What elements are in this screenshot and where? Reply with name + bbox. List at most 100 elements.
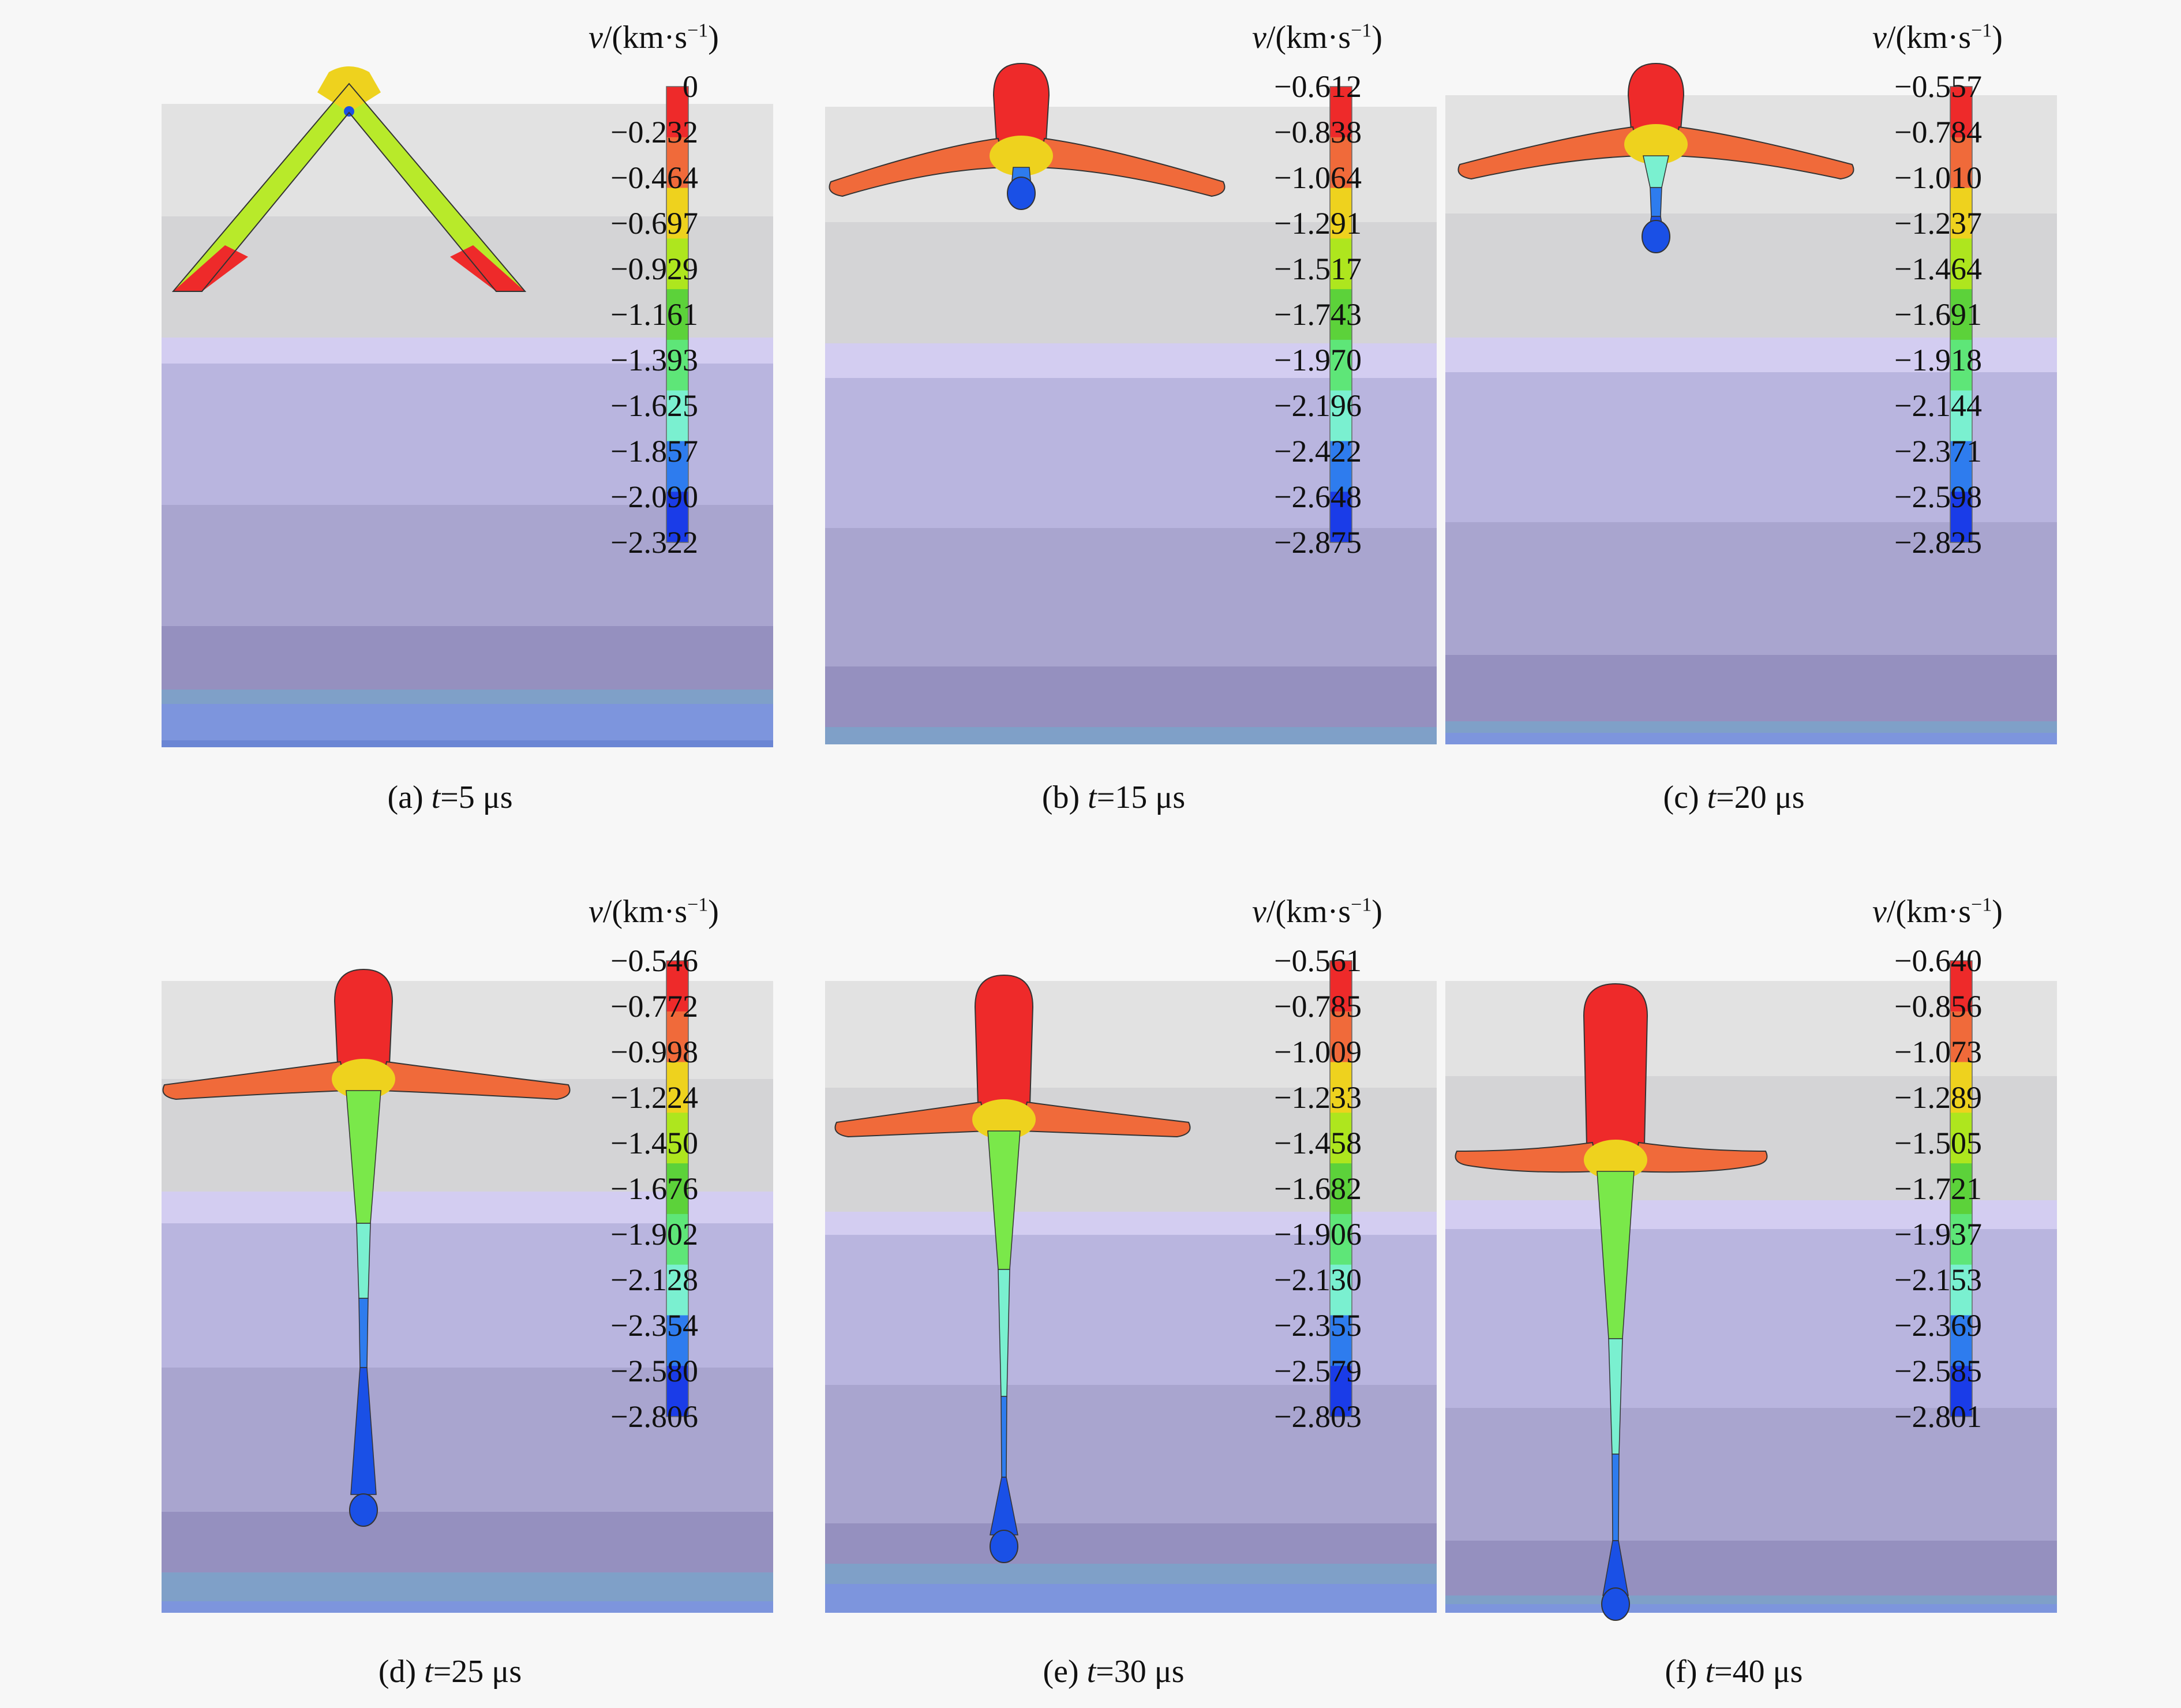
legend-tick-label: −1.902 [610,1217,698,1252]
legend-tick-label: −1.682 [1274,1171,1362,1206]
wing-left [829,137,1005,197]
jet-hub [1624,124,1688,164]
legend-bar-frame [666,86,689,543]
legend-color-swatch [666,339,688,391]
jet-hub [972,1099,1036,1140]
legend-tick-label: −2.130 [1274,1263,1362,1297]
wing-left [834,1101,988,1138]
legend-color-swatch [1950,339,1972,391]
legend-tick-label: −1.517 [1274,252,1362,286]
jet-tip [1642,220,1670,253]
legend-color-swatch [666,87,688,138]
jet-tip [349,1493,378,1527]
legend-color-swatch [1330,441,1352,492]
legend-bar-frame [1950,960,1973,1417]
legend-tick-label: −0.838 [1274,115,1362,149]
legend-bar-frame [1329,960,1352,1417]
jet-hub [332,1059,395,1099]
legend-bar-frame [1329,86,1352,543]
material-layer [162,626,773,690]
material-layer [1445,733,2057,744]
legend-tick-label: −1.918 [1894,343,1982,377]
legend-tick-label: −2.875 [1274,525,1362,560]
material-layer [162,1512,773,1572]
jet-hub [990,136,1053,176]
panel-caption: (a) t=5 μs [387,780,513,815]
material-layer [1445,1408,2057,1541]
legend-color-swatch [1950,87,1972,138]
legend-color-swatch [1330,961,1352,1012]
legend-title: v/(km·s−1) [1252,20,1382,55]
legend-tick-label: −2.153 [1894,1263,1982,1297]
liner-end-left [173,245,248,291]
simulation-svg [1445,923,2057,1621]
legend-color-swatch [1950,1062,1972,1113]
legend-color-swatch [1330,339,1352,391]
legend-color-swatch [666,289,688,340]
jet-tip [990,1530,1018,1563]
legend-tick-label: −1.161 [610,297,698,332]
legend-tick-label: −1.450 [610,1126,698,1160]
legend-tick-label: −1.009 [1274,1035,1362,1069]
legend-title: v/(km·s−1) [1252,894,1382,930]
legend-color-swatch [1330,238,1352,290]
jet-tip [1007,177,1036,210]
jet-segment [1612,1454,1620,1541]
legend-tick-label: −2.648 [1274,480,1362,514]
legend-tick-label: −1.010 [1894,160,1982,195]
legend-color-swatch [1330,1315,1352,1366]
wing-right [380,1061,571,1100]
legend-color-swatch [1330,1011,1352,1063]
jet-segment [350,1367,377,1495]
simulation-svg [162,49,773,747]
legend-color-swatch [666,1366,688,1417]
legend-tick-label: −0.697 [610,206,698,241]
legend-color-swatch [666,1213,688,1265]
slug-body [1583,983,1648,1146]
legend-tick-label: −0.784 [1894,115,1982,149]
legend-tick-label: 0 [683,69,698,104]
legend-tick-label: −0.640 [1894,943,1982,978]
jet-hub [1584,1140,1647,1180]
liner-outline [171,83,527,292]
legend-tick-label: −0.856 [1894,989,1982,1024]
legend-tick-label: −1.743 [1274,297,1362,332]
legend-tick-label: −2.371 [1894,434,1982,469]
legend-tick-label: −1.857 [610,434,698,469]
legend-tick-label: −2.128 [610,1263,698,1297]
legend-title: v/(km·s−1) [589,894,719,930]
simulation-svg [1445,49,2057,744]
material-layer [1445,721,2057,733]
wing-right [1020,1101,1191,1138]
slug-body [974,974,1034,1106]
legend-color-swatch [1950,1113,1972,1164]
legend-color-swatch [1330,492,1352,543]
legend-tick-label: −0.557 [1894,69,1982,104]
legend-tick-label: −2.806 [610,1399,698,1434]
legend-tick-label: −0.785 [1274,989,1362,1024]
jet-segment [1000,1396,1007,1478]
legend-bar-frame [666,960,689,1417]
jet-segment [1602,1540,1629,1596]
jet-tip [1601,1587,1630,1621]
wing-right [1037,137,1226,197]
legend-tick-label: −2.354 [610,1308,698,1343]
simulation-svg [825,49,1437,744]
slug-body [1627,62,1685,130]
material-layer [162,740,773,747]
legend-tick-label: −2.825 [1894,525,1982,560]
legend-tick-label: −1.224 [610,1080,698,1115]
legend-color-swatch [666,1113,688,1164]
legend-color-swatch [666,188,688,239]
legend-color-swatch [666,1315,688,1366]
legend-color-swatch [1950,1366,1972,1417]
legend-color-swatch [1950,441,1972,492]
legend-tick-label: −2.422 [1274,434,1362,469]
legend-color-swatch [666,441,688,492]
legend-tick-label: −1.237 [1894,206,1982,241]
jet-segment [990,1477,1018,1535]
legend-color-swatch [666,1264,688,1316]
legend-tick-label: −0.232 [610,115,698,149]
material-layer [1445,1541,2057,1595]
panel-b: v/(km·s−1) −0.612 −0.838 −1.064 −1.291 −1.51… [825,14,1437,834]
